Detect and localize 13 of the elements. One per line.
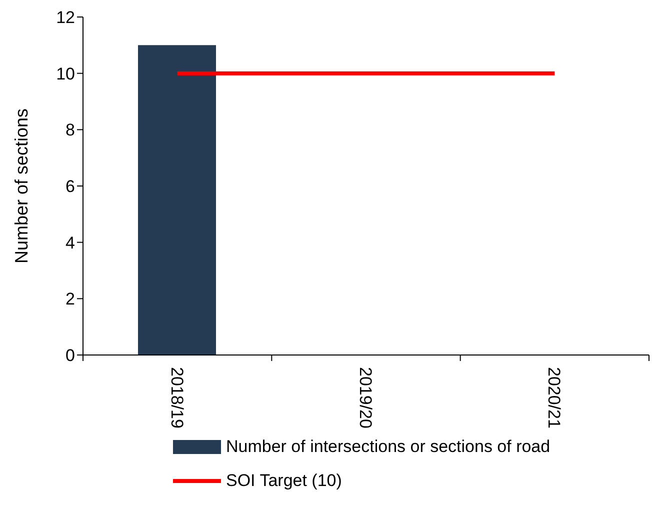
legend-label: Number of intersections or sections of road: [226, 437, 550, 457]
y-tick-label: 2: [66, 290, 75, 309]
y-tick-label: 12: [56, 8, 75, 28]
legend-label: SOI Target (10): [226, 471, 342, 491]
y-tick-label: 6: [66, 177, 75, 196]
y-tick-label: 4: [66, 233, 75, 252]
x-tick-label: 2018/19: [167, 367, 186, 428]
y-tick-label: 8: [66, 120, 75, 140]
x-tick-label: 2019/20: [356, 367, 375, 428]
y-tick-label: 10: [56, 64, 75, 84]
y-axis-title: Number of sections: [11, 108, 32, 264]
x-tick-label: 2020/21: [544, 367, 564, 428]
y-tick-label: 0: [66, 346, 75, 366]
